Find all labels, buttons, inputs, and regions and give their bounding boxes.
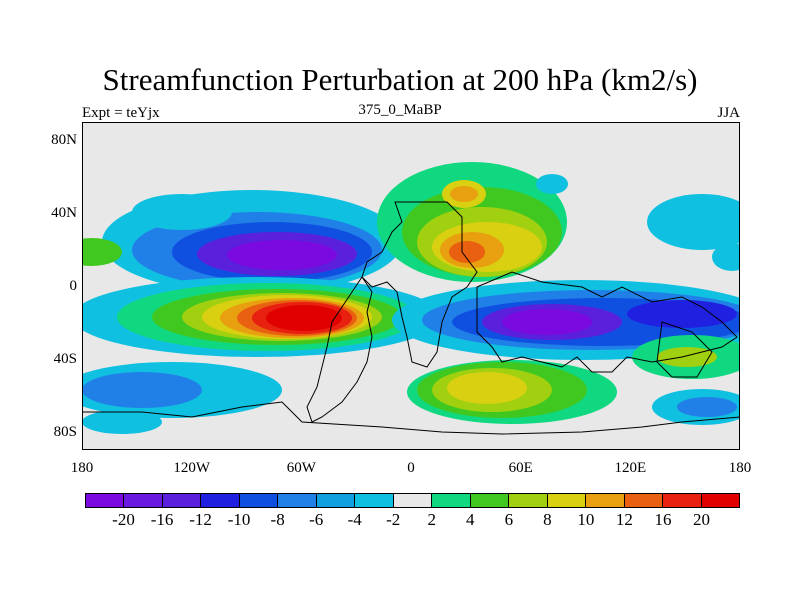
colorbar-level-label: 12 (615, 510, 633, 529)
colorbar-level-label: 20 (692, 510, 710, 529)
y-tick-label: 40N (51, 205, 77, 222)
contour-region (536, 174, 568, 194)
x-tick-label: 120E (614, 460, 647, 476)
colorbar-level-label: 6 (504, 510, 514, 529)
colorbar-swatch (393, 494, 433, 507)
colorbar-swatch (201, 494, 240, 507)
contour-region (450, 186, 478, 202)
season-label: JJA (717, 105, 740, 121)
contour-region (447, 372, 527, 404)
y-tick-label: 40S (53, 350, 77, 367)
colorbar-level-label: -10 (227, 510, 251, 529)
x-tick-label: 180 (728, 460, 752, 476)
colorbar-swatch (278, 494, 317, 507)
contour-region (449, 241, 485, 263)
colorbar-level-label: -2 (386, 510, 401, 529)
contour-region (627, 300, 737, 328)
contour-region (502, 309, 592, 335)
colorbar-swatch (663, 494, 702, 507)
plot-title: Streamfunction Perturbation at 200 hPa (… (102, 62, 698, 97)
coastline-africa-europe (361, 201, 478, 368)
colorbar-level-label: 2 (427, 510, 437, 529)
colorbar-swatch (509, 494, 548, 507)
x-tick-label: 180 (70, 460, 94, 476)
colorbar-swatch (432, 494, 471, 507)
colorbar-level-label: -8 (270, 510, 285, 529)
coastline-americas (306, 276, 373, 423)
contour-region (82, 238, 122, 266)
colorbar-level-label: -16 (150, 510, 174, 529)
x-tick-label: 0 (407, 460, 415, 476)
colorbar-level-label: 16 (654, 510, 672, 529)
colorbar-swatch (470, 494, 510, 507)
contour-region (266, 305, 342, 331)
colorbar-level-label: -20 (112, 510, 135, 529)
colorbar-swatch (586, 494, 625, 507)
contour-region (647, 194, 740, 250)
coastline-antarctica (82, 401, 740, 450)
colorbar-level-label: -6 (309, 510, 324, 529)
x-tick-label: 60W (286, 460, 316, 476)
period-label: 375_0_MaBP (358, 102, 442, 118)
coastline (82, 201, 740, 450)
colorbar-swatch (701, 494, 739, 507)
colorbar-swatch (624, 494, 664, 507)
coastline-asia (476, 271, 738, 373)
colorbar-swatch (355, 494, 394, 507)
contour-region (677, 397, 737, 417)
experiment-label: Expt = teYjx (82, 105, 160, 121)
colorbar (85, 493, 740, 508)
colorbar-swatch (86, 494, 125, 507)
contour-region (82, 372, 202, 408)
contour-region (712, 243, 740, 271)
coastline-australia (656, 321, 713, 378)
x-tick-label: 60E (508, 460, 533, 476)
colorbar-swatch (239, 494, 279, 507)
colorbar-swatch (547, 494, 587, 507)
contour-region (227, 240, 337, 270)
y-tick-label: 80S (53, 423, 77, 440)
streamfunction-map (82, 122, 740, 450)
map-frame (82, 122, 740, 450)
colorbar-level-label: 10 (577, 510, 595, 529)
colorbar-swatch (316, 494, 356, 507)
colorbar-swatch (162, 494, 202, 507)
colorbar-level-label: 4 (466, 510, 475, 529)
y-tick-label: 80N (51, 132, 77, 149)
colorbar-labels: -20 -16 -12 -10 -8 -6 -4 -2 2 4 6 8 10 12 16 20 (85, 510, 740, 530)
contour-region (132, 194, 232, 230)
colorbar-level-label: 8 (543, 510, 552, 529)
colorbar-level-label: -4 (347, 510, 362, 529)
colorbar-swatch (124, 494, 163, 507)
y-tick-label: 0 (69, 278, 78, 294)
x-tick-label: 120W (173, 460, 210, 476)
contour-region (82, 410, 162, 434)
colorbar-level-label: -12 (189, 510, 212, 529)
contour-fill (82, 162, 740, 434)
